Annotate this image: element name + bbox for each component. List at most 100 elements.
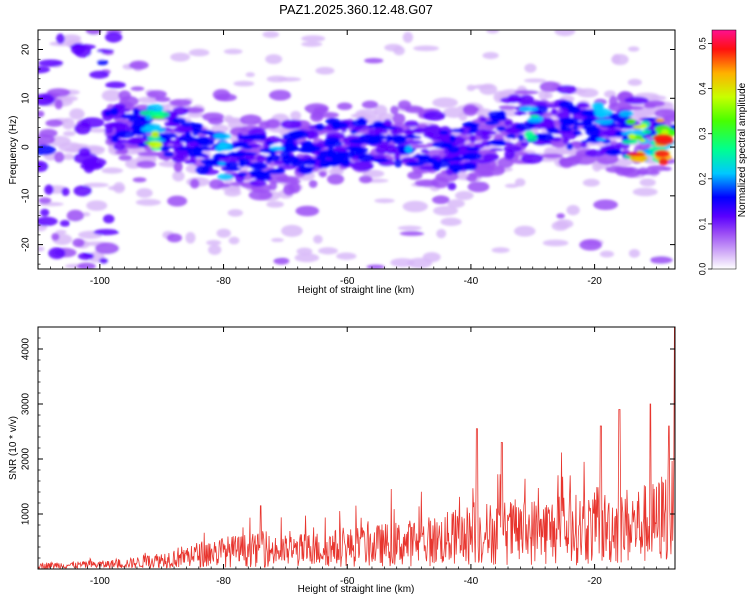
heatmap-cell [628, 249, 640, 258]
heatmap-cell [317, 247, 338, 255]
heatmap-cell [596, 137, 606, 142]
heatmap-cell [61, 34, 82, 43]
heatmap-cell [73, 185, 93, 197]
heatmap-cell [635, 170, 661, 176]
heatmap-cell [366, 264, 385, 269]
heatmap-cell [197, 130, 215, 134]
heatmap-cell [468, 171, 495, 178]
heatmap-cell [208, 244, 222, 255]
heatmap-cell [662, 166, 672, 171]
heatmap-cell [585, 136, 604, 144]
heatmap-cell [142, 134, 149, 139]
heatmap-cell [432, 97, 458, 108]
heatmap-cell [546, 127, 560, 134]
heatmap-cell [514, 89, 539, 95]
heatmap-cell [496, 126, 506, 132]
heatmap-cell [447, 199, 465, 208]
heatmap-cell [213, 132, 232, 141]
colorbar-tick-label: 0.5 [697, 37, 707, 50]
heatmap-cell [555, 219, 574, 229]
heatmap-cell [96, 59, 109, 66]
heatmap-cell [544, 92, 553, 99]
heatmap-cell [137, 151, 162, 157]
heatmap-cell [228, 185, 241, 193]
heatmap-cell [227, 209, 243, 217]
heatmap-cell [81, 212, 91, 217]
heatmap-cell [336, 157, 351, 164]
heatmap-cell [279, 150, 291, 160]
spectrogram-heatmap [38, 30, 675, 269]
colorbar: 0.0 0.1 0.2 0.3 0.4 0.5 Normalized spectral a… [697, 29, 748, 275]
heatmap-cell [132, 107, 140, 116]
heatmap-cell [390, 105, 399, 115]
heatmap-cell [520, 153, 544, 164]
heatmap-cell [503, 145, 522, 153]
colorbar-ticks: 0.0 0.1 0.2 0.3 0.4 0.5 [697, 37, 712, 275]
heatmap-cell [364, 57, 384, 64]
spectrogram-y-ticks: -20 -10 0 10 20 [21, 29, 675, 265]
heatmap-cell [89, 70, 109, 79]
heatmap-cell [89, 128, 108, 133]
heatmap-cell [556, 213, 565, 219]
heatmap-cell [42, 163, 68, 170]
heatmap-cell [573, 140, 583, 150]
heatmap-cell [420, 148, 430, 154]
heatmap-cell [66, 209, 84, 222]
heatmap-cell [132, 177, 147, 183]
heatmap-cell [413, 154, 431, 159]
heatmap-cell [350, 129, 357, 135]
colorbar-tick-label: 0.0 [697, 263, 707, 276]
heatmap-cell [404, 140, 424, 145]
colorbar-tick-label: 0.1 [697, 218, 707, 231]
heatmap-cell [489, 147, 504, 152]
heatmap-cell [358, 175, 373, 184]
heatmap-cell [484, 120, 500, 126]
heatmap-cell [413, 45, 440, 52]
heatmap-cell [524, 130, 535, 139]
heatmap-cell [114, 150, 128, 155]
heatmap-cell [290, 110, 302, 121]
y-tick-label: 4000 [21, 337, 32, 360]
heatmap-cell [195, 165, 210, 175]
heatmap-cell [562, 117, 574, 127]
heatmap-cell [440, 217, 462, 227]
heatmap-cell [173, 161, 183, 173]
heatmap-cell [640, 123, 647, 129]
heatmap-cell [414, 179, 439, 187]
heatmap-cell [229, 181, 247, 187]
heatmap-cell [542, 239, 569, 247]
heatmap-cell [655, 53, 675, 66]
heatmap-cell [572, 125, 579, 131]
x-tick-label: -60 [340, 276, 355, 287]
x-tick-label: -40 [464, 276, 479, 287]
heatmap-cell [287, 130, 302, 137]
heatmap-cell [145, 114, 153, 121]
heatmap-cell [150, 130, 160, 138]
heatmap-cell [93, 229, 120, 236]
heatmap-cell [348, 138, 368, 144]
spectrogram-y-label: Frequency (Hz) [8, 116, 19, 185]
heatmap-cell [38, 65, 51, 74]
heatmap-cell [394, 158, 403, 168]
heatmap-cell [214, 144, 226, 152]
heatmap-cell [514, 225, 536, 237]
heatmap-cell [225, 117, 242, 124]
heatmap-cell [486, 30, 500, 34]
heatmap-cell [95, 100, 104, 109]
heatmap-cell [481, 36, 494, 43]
x-tick-label: -100 [90, 576, 110, 587]
heatmap-cell [290, 159, 307, 168]
spectrogram-x-label: Height of straight line (km) [298, 285, 415, 296]
heatmap-cell [450, 128, 465, 133]
heatmap-cell [128, 116, 146, 124]
heatmap-cell [118, 225, 140, 233]
heatmap-cell [573, 130, 583, 136]
heatmap-cell [97, 191, 113, 197]
heatmap-cell [541, 153, 563, 159]
heatmap-cell [96, 48, 115, 53]
heatmap-cell [118, 90, 131, 101]
heatmap-cell [626, 152, 646, 157]
heatmap-cell [433, 205, 459, 216]
snr-panel: -100 -80 -60 -40 -20 1000 2000 3000 4000 Height… [8, 326, 676, 595]
